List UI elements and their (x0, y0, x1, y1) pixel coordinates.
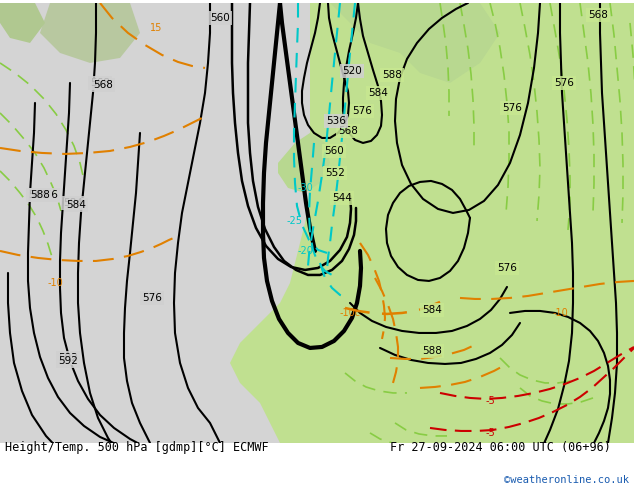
Text: 588: 588 (382, 70, 402, 80)
Text: 576: 576 (497, 263, 517, 273)
Text: 568: 568 (90, 78, 110, 88)
Text: 560: 560 (210, 13, 230, 23)
Text: -20: -20 (297, 246, 313, 256)
Text: 588: 588 (28, 190, 48, 200)
Polygon shape (280, 303, 634, 443)
Text: -30: -30 (297, 183, 313, 193)
Text: -10: -10 (552, 308, 568, 318)
Text: Fr 27-09-2024 06:00 UTC (06+96): Fr 27-09-2024 06:00 UTC (06+96) (390, 441, 611, 454)
Text: 592: 592 (58, 356, 78, 366)
Polygon shape (278, 133, 330, 193)
Text: -25: -25 (287, 216, 303, 226)
Text: 568: 568 (338, 126, 358, 136)
Text: 560: 560 (324, 146, 344, 156)
Text: 576: 576 (38, 190, 58, 200)
Text: -5: -5 (485, 428, 495, 438)
Text: -10c: -10c (339, 308, 361, 318)
Polygon shape (330, 3, 500, 83)
Text: 576: 576 (554, 78, 574, 88)
Text: 584: 584 (66, 200, 86, 210)
Text: 592: 592 (58, 353, 78, 363)
Text: 552: 552 (325, 168, 345, 178)
Text: -10: -10 (47, 278, 63, 288)
Text: 568: 568 (93, 80, 113, 90)
Text: 544: 544 (332, 193, 352, 203)
Text: Height/Temp. 500 hPa [gdmp][°C] ECMWF: Height/Temp. 500 hPa [gdmp][°C] ECMWF (5, 441, 269, 454)
Text: 536: 536 (326, 116, 346, 126)
Text: 15: 15 (150, 23, 162, 33)
Text: 576: 576 (142, 293, 162, 303)
Text: 588: 588 (422, 346, 442, 356)
Polygon shape (40, 3, 140, 63)
Text: 576: 576 (502, 103, 522, 113)
Text: 584: 584 (368, 88, 388, 98)
Text: 588: 588 (30, 190, 50, 200)
Text: 584: 584 (63, 198, 83, 208)
Text: -5: -5 (485, 396, 495, 406)
Text: 568: 568 (588, 10, 608, 20)
Text: 520: 520 (342, 66, 362, 76)
Text: ©weatheronline.co.uk: ©weatheronline.co.uk (504, 475, 629, 485)
Text: 584: 584 (422, 305, 442, 315)
Polygon shape (230, 3, 634, 443)
Text: 576: 576 (352, 106, 372, 116)
Polygon shape (0, 3, 45, 43)
